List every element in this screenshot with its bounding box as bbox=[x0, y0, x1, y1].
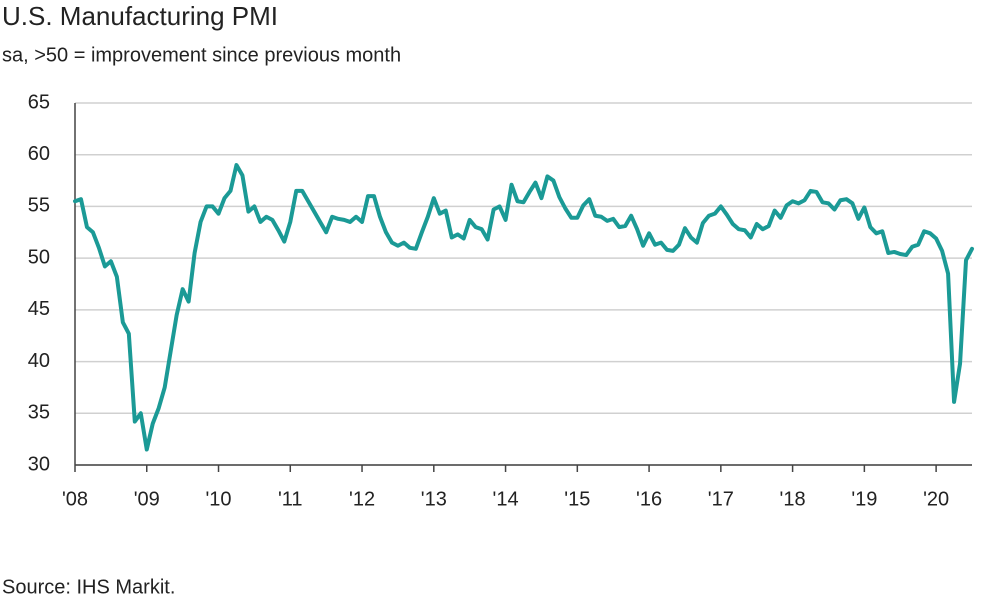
y-tick-label: 40 bbox=[28, 350, 50, 372]
y-tick-label: 50 bbox=[28, 246, 50, 268]
x-tick-label: '15 bbox=[564, 488, 590, 510]
y-tick-label: 30 bbox=[28, 453, 50, 475]
y-tick-label: 65 bbox=[28, 91, 50, 113]
data-line bbox=[73, 163, 974, 452]
x-tick-label: '19 bbox=[851, 488, 877, 510]
x-tick-label: '13 bbox=[421, 488, 447, 510]
x-tick-label: '12 bbox=[349, 488, 375, 510]
y-tick-label: 55 bbox=[28, 195, 50, 217]
y-tick-label: 35 bbox=[28, 402, 50, 424]
x-tick-label: '20 bbox=[923, 488, 949, 510]
y-tick-label: 45 bbox=[28, 298, 50, 320]
x-tick-label: '10 bbox=[205, 488, 231, 510]
x-tick-label: '14 bbox=[493, 488, 519, 510]
x-tick-label: '08 bbox=[62, 488, 88, 510]
x-tick-label: '17 bbox=[708, 488, 734, 510]
y-tick-label: 60 bbox=[28, 143, 50, 165]
source-note: Source: IHS Markit. bbox=[2, 576, 175, 598]
x-tick-label: '09 bbox=[134, 488, 160, 510]
x-tick-label: '11 bbox=[278, 488, 303, 510]
x-tick-label: '16 bbox=[636, 488, 662, 510]
x-tick-label: '18 bbox=[780, 488, 806, 510]
chart-subtitle: sa, >50 = improvement since previous mon… bbox=[2, 44, 401, 66]
chart-title: U.S. Manufacturing PMI bbox=[2, 1, 278, 31]
